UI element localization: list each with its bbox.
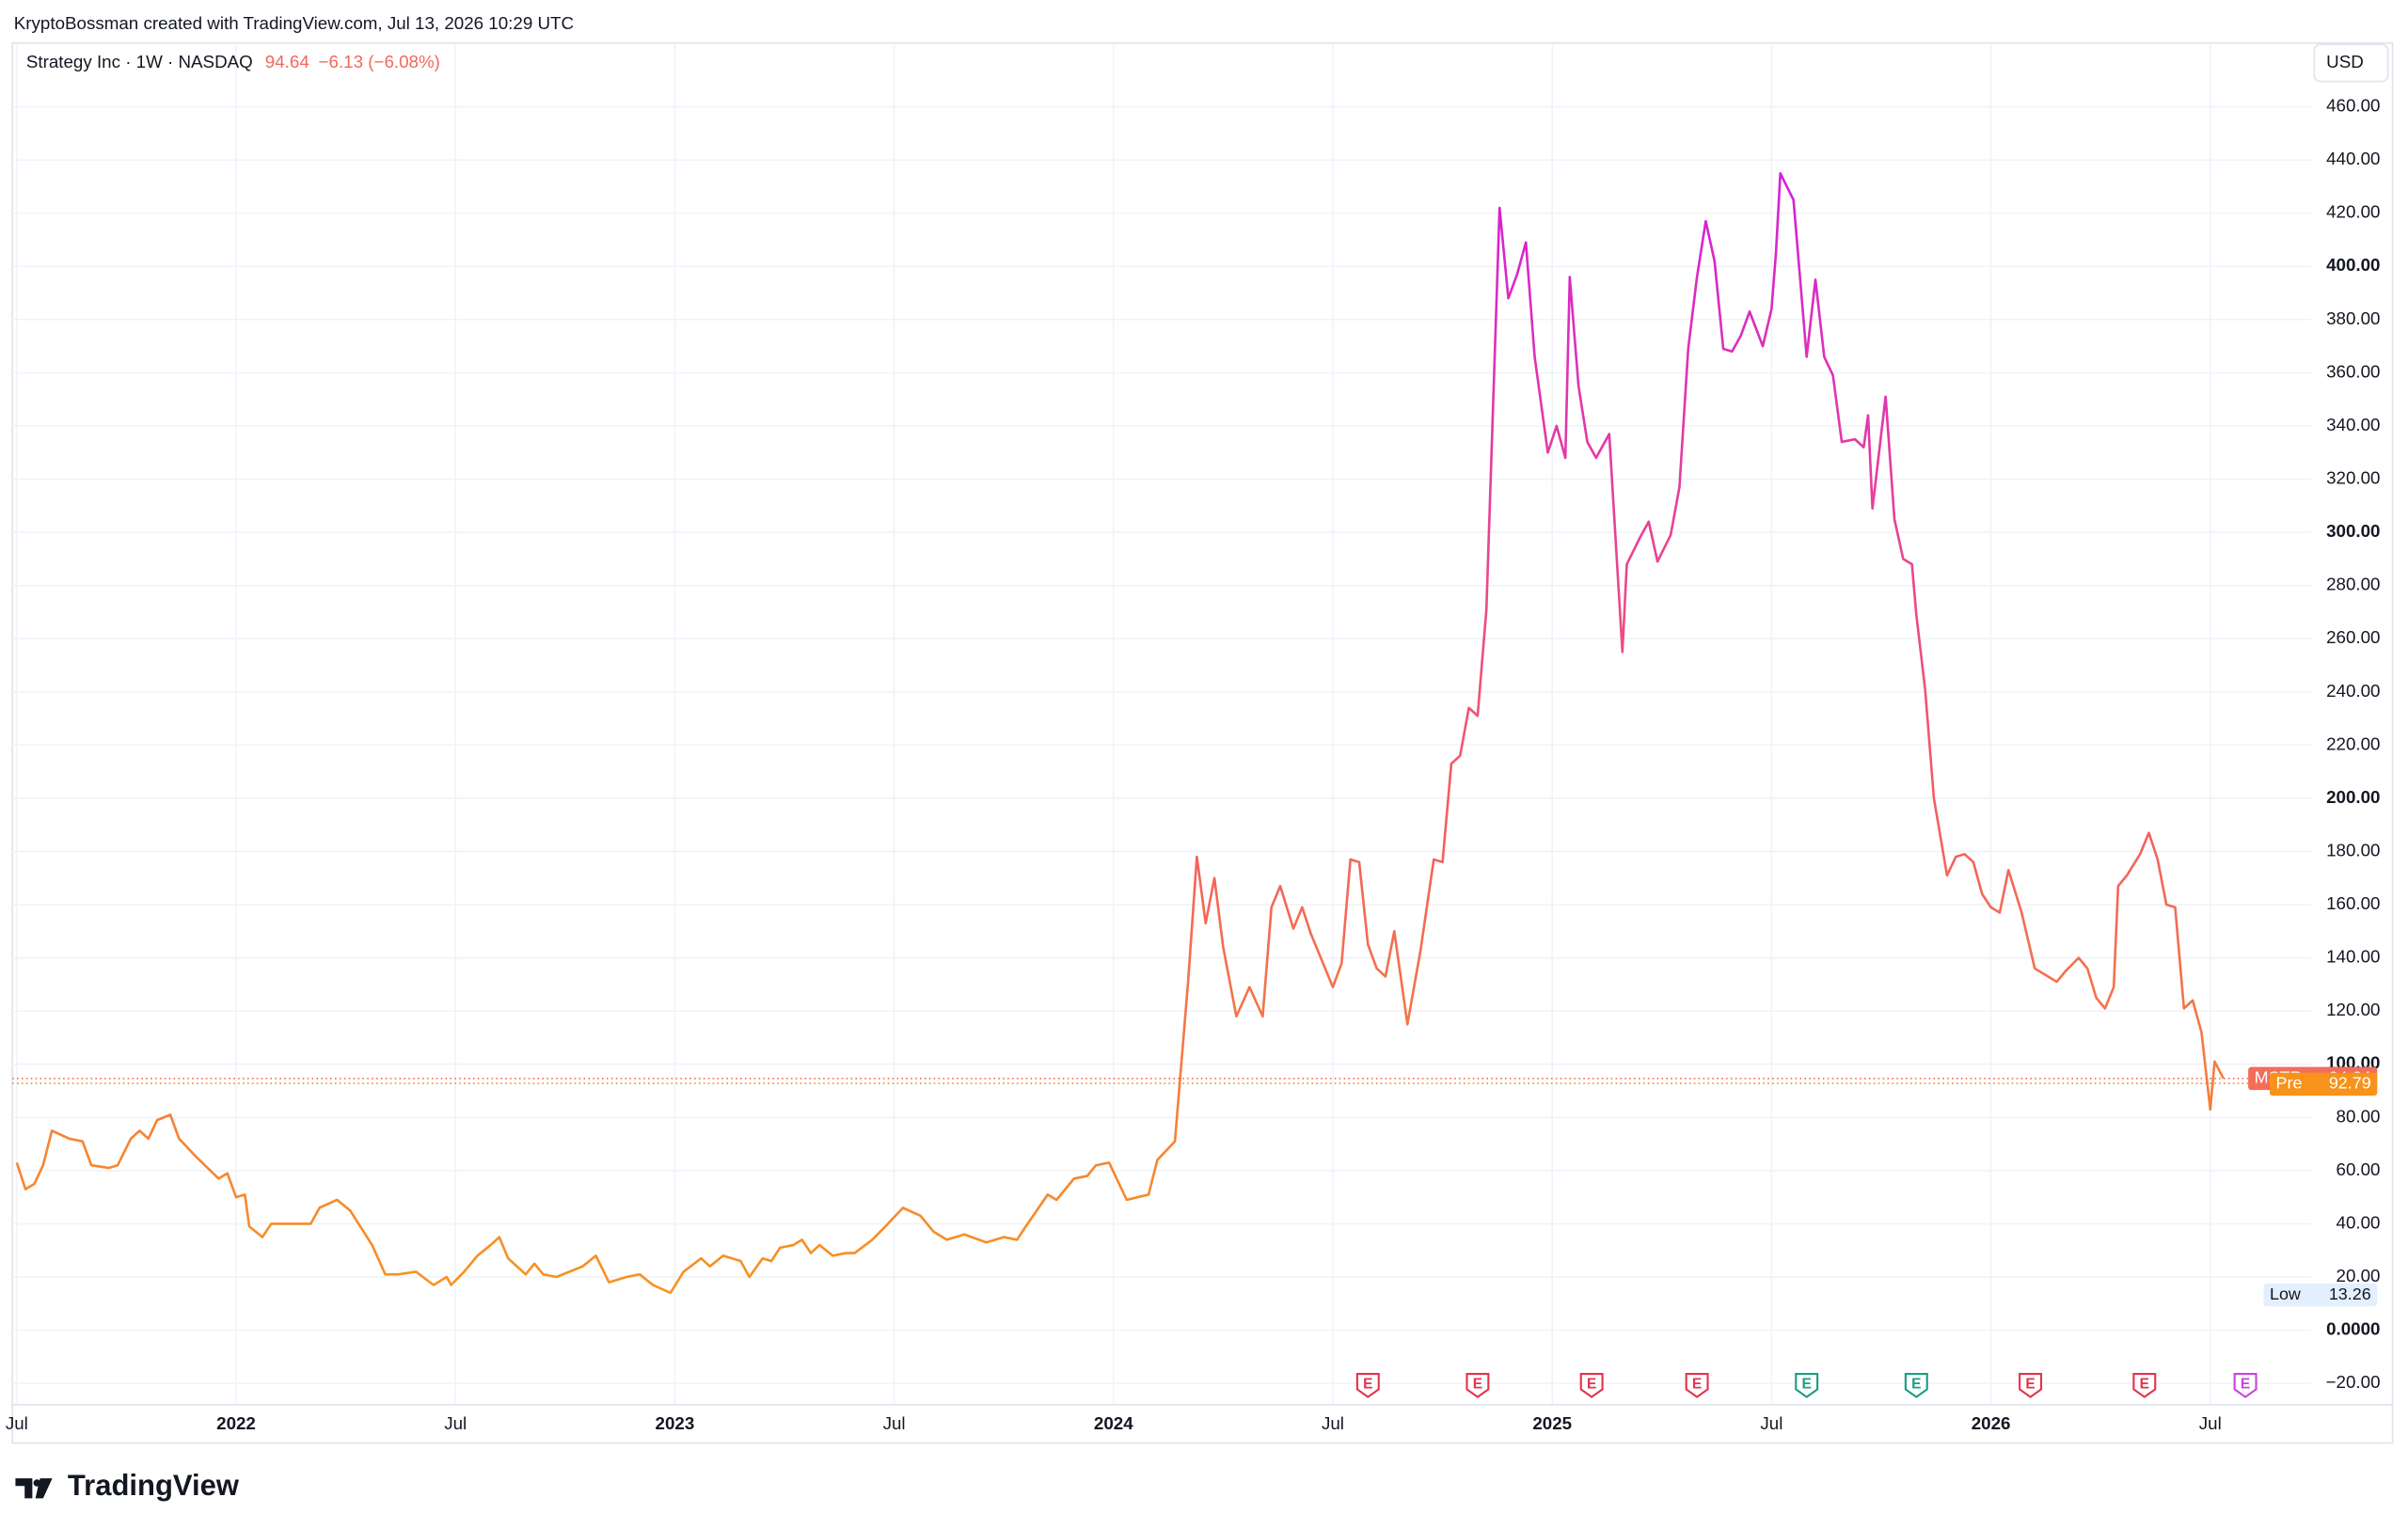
price-line bbox=[15, 171, 2225, 1295]
y-tick-label: 260.00 bbox=[2326, 627, 2380, 647]
y-tick-label: 40.00 bbox=[2337, 1212, 2381, 1232]
grid bbox=[12, 42, 2312, 1405]
earnings-label[interactable]: E bbox=[1363, 1377, 1372, 1393]
x-tick-label: Jul bbox=[6, 1413, 28, 1433]
y-tick-label: 380.00 bbox=[2326, 308, 2380, 328]
y-tick-label: 220.00 bbox=[2326, 733, 2380, 753]
y-tick-label: 20.00 bbox=[2337, 1266, 2381, 1285]
earnings-label[interactable]: E bbox=[1473, 1377, 1482, 1393]
legend-title: Strategy Inc · 1W · NASDAQ bbox=[26, 52, 253, 71]
earnings-label[interactable]: E bbox=[1911, 1377, 1921, 1393]
x-tick-label: 2025 bbox=[1532, 1413, 1572, 1433]
y-tick-label: 460.00 bbox=[2326, 96, 2380, 116]
y-tick-label: 60.00 bbox=[2337, 1159, 2381, 1179]
x-tick-label: Jul bbox=[1322, 1413, 1344, 1433]
y-tick-label: 300.00 bbox=[2326, 521, 2380, 541]
logo-text: TradingView bbox=[68, 1469, 240, 1502]
y-tick-label: 140.00 bbox=[2326, 947, 2380, 967]
logo-mark bbox=[15, 1478, 53, 1499]
y-tick-label: 340.00 bbox=[2326, 415, 2380, 434]
y-tick-label: 0.0000 bbox=[2326, 1319, 2380, 1339]
earnings-label[interactable]: E bbox=[1802, 1377, 1812, 1393]
earnings-marker[interactable] bbox=[1685, 1373, 1709, 1398]
x-tick-label: Jul bbox=[2199, 1413, 2222, 1433]
y-tick-label: 400.00 bbox=[2326, 255, 2380, 275]
earnings-marker[interactable] bbox=[1355, 1373, 1380, 1398]
y-tick-label: 200.00 bbox=[2326, 787, 2380, 807]
earnings-label[interactable]: E bbox=[2140, 1377, 2149, 1393]
legend-change: −6.13 (−6.08%) bbox=[319, 52, 440, 71]
y-tick-label: 180.00 bbox=[2326, 840, 2380, 859]
y-tick-label: −20.00 bbox=[2326, 1372, 2381, 1392]
earnings-marker[interactable] bbox=[2233, 1373, 2258, 1398]
y-tick-label: 240.00 bbox=[2326, 681, 2380, 701]
y-tick-label: 440.00 bbox=[2326, 149, 2380, 168]
earnings-marker[interactable] bbox=[1465, 1373, 1490, 1398]
earnings-marker[interactable] bbox=[1795, 1373, 1819, 1398]
earnings-marker[interactable] bbox=[2019, 1373, 2043, 1398]
logo-dot bbox=[33, 1479, 41, 1487]
y-tick-label: 120.00 bbox=[2326, 1000, 2380, 1019]
earnings-label[interactable]: E bbox=[1587, 1377, 1596, 1393]
low-value: 13.26 bbox=[2329, 1285, 2371, 1303]
y-tick-label: 320.00 bbox=[2326, 467, 2380, 487]
y-tick-label: 280.00 bbox=[2326, 575, 2380, 594]
y-tick-label: 420.00 bbox=[2326, 202, 2380, 222]
legend: Strategy Inc · 1W · NASDAQ 94.64 −6.13 (−6… bbox=[26, 52, 440, 71]
earnings-label[interactable]: E bbox=[2241, 1377, 2250, 1393]
x-tick-label: Jul bbox=[883, 1413, 906, 1433]
earnings-marker[interactable] bbox=[1904, 1373, 1928, 1398]
x-tick-label: Jul bbox=[444, 1413, 467, 1433]
x-tick-label: 2022 bbox=[216, 1413, 256, 1433]
legend-last: 94.64 bbox=[265, 52, 309, 71]
pre-price-badge bbox=[2269, 1072, 2378, 1096]
x-tick-label: 2023 bbox=[656, 1413, 695, 1433]
x-tick-label: Jul bbox=[1760, 1413, 1782, 1433]
earnings-marker[interactable] bbox=[1579, 1373, 1604, 1398]
y-tick-label: 360.00 bbox=[2326, 361, 2380, 381]
earnings-label[interactable]: E bbox=[1692, 1377, 1702, 1393]
earnings-marker[interactable] bbox=[2132, 1373, 2157, 1398]
y-tick-label: 160.00 bbox=[2326, 893, 2380, 913]
x-tick-label: 2024 bbox=[1094, 1413, 1133, 1433]
y-tick-label: 80.00 bbox=[2337, 1106, 2381, 1126]
chart-frame bbox=[11, 41, 2394, 1444]
attribution: KryptoBossman created with TradingView.c… bbox=[14, 13, 574, 33]
pre-price-value: 92.79 bbox=[2329, 1074, 2371, 1093]
low-badge bbox=[2263, 1283, 2378, 1307]
currency-button[interactable] bbox=[2313, 43, 2389, 83]
logo: TradingView bbox=[15, 1469, 240, 1502]
earnings-label[interactable]: E bbox=[2025, 1377, 2035, 1393]
currency[interactable]: USD bbox=[2326, 52, 2364, 71]
low-name: Low bbox=[2270, 1285, 2301, 1303]
x-tick-label: 2026 bbox=[1972, 1413, 2011, 1433]
pre-price-name: Pre bbox=[2276, 1074, 2303, 1093]
